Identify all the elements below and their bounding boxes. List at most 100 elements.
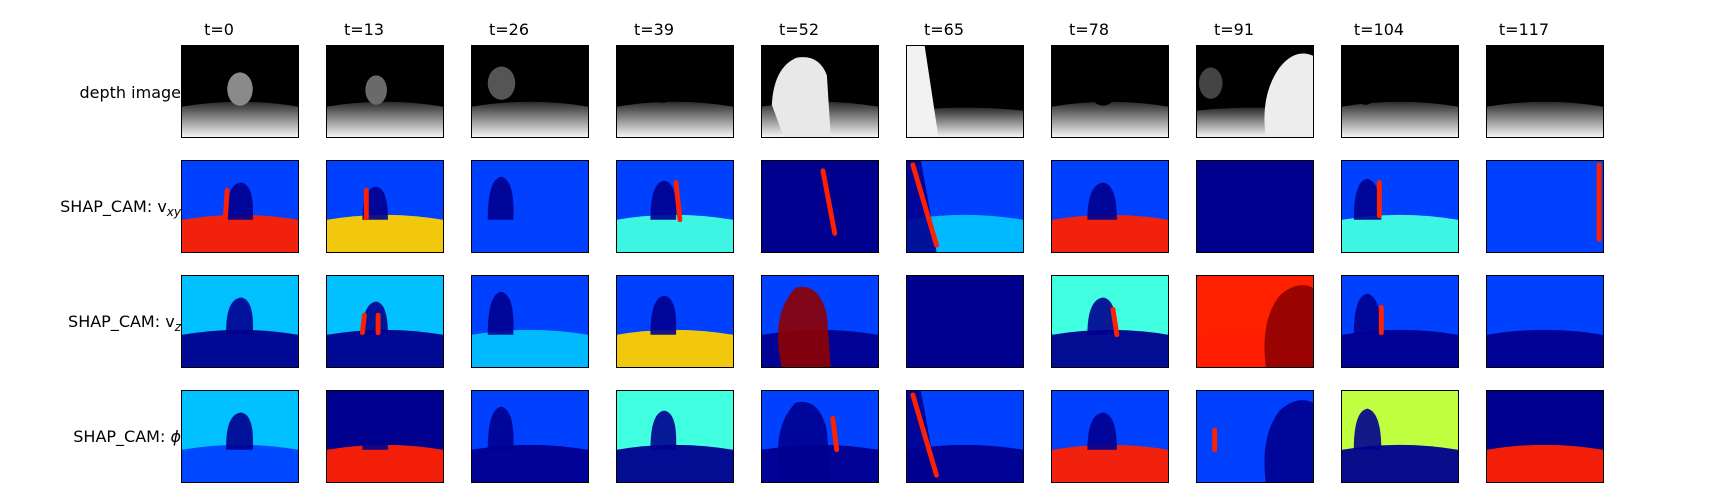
column-title: t=117 <box>1498 20 1550 39</box>
depth-image <box>617 46 733 137</box>
shap-cam-heatmap-panel <box>471 275 589 368</box>
heatmap-image <box>327 161 443 252</box>
depth-image-panel <box>1341 45 1459 138</box>
shap-cam-heatmap-panel <box>1051 160 1169 253</box>
shap-cam-heatmap-panel <box>1051 275 1169 368</box>
shap-cam-heatmap-panel <box>181 160 299 253</box>
depth-image-panel <box>181 45 299 138</box>
shap-cam-heatmap-panel <box>471 390 589 483</box>
row-label-shap-cam-phi: SHAP_CAM: ϕ <box>0 427 181 446</box>
shap-cam-heatmap-panel <box>1341 390 1459 483</box>
heatmap-image <box>1197 276 1313 367</box>
row-label-symbol: ϕ <box>170 427 181 446</box>
row-label-text: depth image <box>79 83 182 102</box>
shap-cam-heatmap-panel <box>1341 160 1459 253</box>
heatmap-image <box>472 391 588 482</box>
shap-cam-heatmap-panel <box>1341 275 1459 368</box>
column-title: t=104 <box>1353 20 1405 39</box>
depth-image <box>1197 46 1313 137</box>
shap-cam-heatmap-panel <box>1486 160 1604 253</box>
column-title: t=65 <box>923 20 965 39</box>
shap-cam-heatmap-panel <box>1196 160 1314 253</box>
shap-cam-heatmap-panel <box>326 275 444 368</box>
shap-cam-heatmap-panel <box>181 275 299 368</box>
heatmap-image <box>1052 391 1168 482</box>
heatmap-image <box>617 161 733 252</box>
column-title: t=0 <box>204 20 234 39</box>
row-label-text: SHAP_CAM: v <box>60 197 167 216</box>
shap-cam-heatmap-panel <box>1051 390 1169 483</box>
heatmap-image <box>1197 161 1313 252</box>
row-label-shap-cam-vxy: SHAP_CAM: vxy <box>0 197 181 219</box>
column-title: t=52 <box>778 20 820 39</box>
row-label-subscript: xy <box>166 205 181 220</box>
depth-image <box>1487 46 1603 137</box>
shap-cam-heatmap-panel <box>181 390 299 483</box>
column-title: t=26 <box>488 20 530 39</box>
depth-image <box>1342 46 1458 137</box>
heatmap-image <box>907 276 1023 367</box>
heatmap-image <box>182 391 298 482</box>
heatmap-image <box>472 161 588 252</box>
heatmap-image <box>182 161 298 252</box>
depth-image <box>907 46 1023 137</box>
column-title: t=13 <box>343 20 385 39</box>
shap-cam-heatmap-panel <box>471 160 589 253</box>
depth-image-panel <box>906 45 1024 138</box>
depth-image <box>182 46 298 137</box>
row-label-depth-image: depth image <box>0 83 182 102</box>
shap-cam-heatmap-panel <box>326 390 444 483</box>
depth-image <box>472 46 588 137</box>
depth-image <box>327 46 443 137</box>
shap-cam-heatmap-panel <box>906 390 1024 483</box>
row-label-text: SHAP_CAM: <box>73 427 171 446</box>
heatmap-image <box>1342 161 1458 252</box>
heatmap-image <box>617 276 733 367</box>
shap-cam-heatmap-panel <box>761 275 879 368</box>
shap-cam-heatmap-panel <box>616 275 734 368</box>
depth-image <box>762 46 878 137</box>
column-title: t=91 <box>1213 20 1255 39</box>
shap-cam-heatmap-panel <box>906 275 1024 368</box>
shap-cam-heatmap-panel <box>1486 390 1604 483</box>
heatmap-image <box>1052 161 1168 252</box>
heatmap-image <box>907 391 1023 482</box>
depth-image <box>1052 46 1168 137</box>
shap-cam-heatmap-panel <box>326 160 444 253</box>
depth-image-panel <box>616 45 734 138</box>
heatmap-image <box>762 391 878 482</box>
heatmap-image <box>1342 391 1458 482</box>
heatmap-image <box>182 276 298 367</box>
heatmap-image <box>327 276 443 367</box>
depth-image-panel <box>326 45 444 138</box>
depth-image-panel <box>761 45 879 138</box>
heatmap-image <box>327 391 443 482</box>
shap-cam-heatmap-panel <box>761 390 879 483</box>
heatmap-image <box>907 161 1023 252</box>
heatmap-image <box>1487 391 1603 482</box>
shap-cam-heatmap-panel <box>1486 275 1604 368</box>
heatmap-image <box>1342 276 1458 367</box>
heatmap-image <box>762 161 878 252</box>
shap-cam-heatmap-panel <box>616 390 734 483</box>
heatmap-image <box>1052 276 1168 367</box>
heatmap-image <box>1487 276 1603 367</box>
shap-cam-heatmap-panel <box>616 160 734 253</box>
depth-image-panel <box>1486 45 1604 138</box>
column-title: t=78 <box>1068 20 1110 39</box>
heatmap-image <box>617 391 733 482</box>
row-label-subscript: z <box>174 320 181 335</box>
shap-cam-heatmap-panel <box>1196 275 1314 368</box>
heatmap-image <box>762 276 878 367</box>
heatmap-image <box>1487 161 1603 252</box>
depth-image-panel <box>1051 45 1169 138</box>
row-label-shap-cam-vz: SHAP_CAM: vz <box>0 312 181 334</box>
shap-cam-heatmap-panel <box>1196 390 1314 483</box>
heatmap-image <box>472 276 588 367</box>
depth-image-panel <box>471 45 589 138</box>
heatmap-image <box>1197 391 1313 482</box>
shap-cam-heatmap-panel <box>761 160 879 253</box>
column-title: t=39 <box>633 20 675 39</box>
row-label-text: SHAP_CAM: v <box>68 312 175 331</box>
